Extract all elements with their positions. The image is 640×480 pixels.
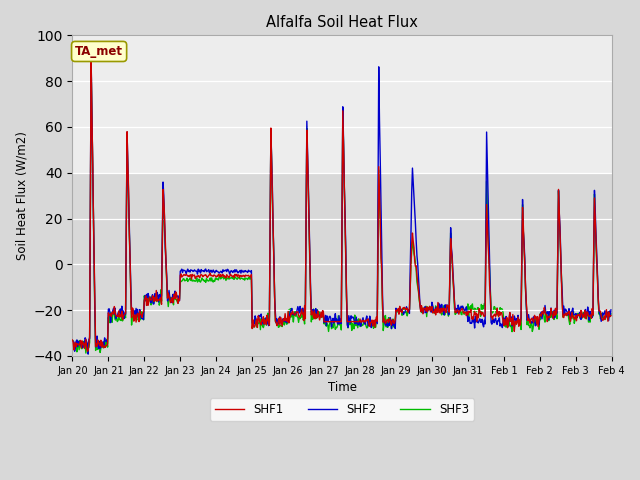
SHF1 bbox=[408, 230, 416, 236]
Line: SHF3: SHF3 bbox=[72, 64, 611, 353]
SHF3 bbox=[607, 311, 615, 317]
Title: Alfalfa Soil Heat Flux: Alfalfa Soil Heat Flux bbox=[266, 15, 418, 30]
SHF3 bbox=[135, 318, 143, 324]
SHF2 bbox=[84, 351, 92, 357]
X-axis label: Time: Time bbox=[328, 381, 356, 394]
SHF1 bbox=[424, 304, 432, 310]
SHF2 bbox=[218, 270, 226, 276]
SHF2 bbox=[87, 58, 95, 63]
SHF2 bbox=[190, 268, 198, 274]
SHF1 bbox=[135, 319, 143, 324]
SHF2 bbox=[424, 307, 432, 313]
Y-axis label: Soil Heat Flux (W/m2): Soil Heat Flux (W/m2) bbox=[15, 131, 28, 260]
SHF2 bbox=[408, 165, 416, 171]
SHF3 bbox=[190, 278, 198, 284]
SHF1 bbox=[68, 337, 76, 343]
SHF2 bbox=[78, 343, 86, 349]
SHF3 bbox=[218, 274, 226, 280]
SHF1 bbox=[190, 273, 198, 278]
Text: TA_met: TA_met bbox=[75, 45, 123, 58]
SHF1 bbox=[218, 273, 226, 278]
Line: SHF2: SHF2 bbox=[72, 60, 611, 354]
SHF2 bbox=[68, 337, 76, 343]
Bar bbox=[72, 36, 612, 173]
SHF1 bbox=[607, 313, 615, 319]
SHF3 bbox=[408, 239, 416, 245]
SHF3 bbox=[82, 350, 90, 356]
SHF3 bbox=[424, 305, 432, 311]
SHF2 bbox=[135, 317, 143, 323]
SHF3 bbox=[68, 348, 76, 353]
SHF1 bbox=[78, 338, 86, 344]
Line: SHF1: SHF1 bbox=[72, 59, 611, 351]
SHF2 bbox=[607, 307, 615, 313]
SHF3 bbox=[87, 61, 95, 67]
Legend: SHF1, SHF2, SHF3: SHF1, SHF2, SHF3 bbox=[210, 398, 474, 420]
SHF1 bbox=[87, 56, 95, 62]
SHF3 bbox=[78, 346, 86, 351]
SHF1 bbox=[84, 348, 92, 354]
